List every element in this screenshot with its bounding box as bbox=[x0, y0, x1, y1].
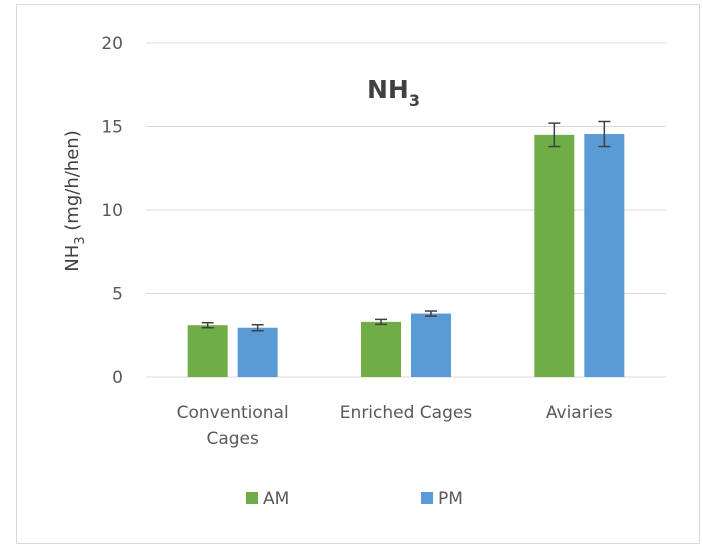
error-bar bbox=[251, 323, 264, 332]
y-axis-label-subscript: 3 bbox=[73, 236, 88, 244]
x-category-label-line: Cages bbox=[206, 429, 259, 449]
chart-title-main: NH bbox=[367, 75, 409, 104]
y-tick-label: 10 bbox=[101, 201, 123, 221]
error-bar bbox=[375, 318, 387, 326]
x-category-label: Enriched Cages bbox=[340, 403, 473, 423]
bar-pm bbox=[237, 327, 278, 377]
x-category-label-line: Aviaries bbox=[546, 403, 613, 423]
y-tick-label: 5 bbox=[112, 285, 123, 305]
error-bars bbox=[201, 120, 611, 332]
y-axis-label: NH3 (mg/h/hen) bbox=[62, 130, 88, 271]
legend-item-am: AM bbox=[246, 489, 289, 509]
error-bar bbox=[548, 122, 561, 148]
x-category-label: Aviaries bbox=[546, 403, 613, 423]
y-axis-label-rest: (mg/h/hen) bbox=[62, 130, 83, 236]
chart-title: NH3 bbox=[367, 75, 420, 110]
bar-pm bbox=[584, 134, 625, 377]
y-tick-label: 0 bbox=[112, 368, 123, 388]
gridlines bbox=[146, 42, 666, 378]
y-tick-labels: 0 5 10 15 20 bbox=[101, 34, 123, 388]
legend-item-pm: PM bbox=[421, 489, 463, 509]
y-tick-label: 15 bbox=[101, 118, 123, 138]
bar-am bbox=[361, 321, 401, 377]
bars bbox=[187, 134, 625, 377]
legend-swatch bbox=[246, 492, 258, 504]
bar-am bbox=[534, 134, 575, 377]
y-tick-label: 20 bbox=[101, 34, 123, 54]
x-category-labels: Conventional Cages Enriched Cages Aviaries bbox=[177, 403, 613, 449]
error-bar bbox=[598, 120, 611, 148]
error-bar bbox=[425, 310, 437, 317]
legend-label: AM bbox=[263, 489, 289, 509]
chart-title-subscript: 3 bbox=[409, 91, 420, 110]
x-category-label: Conventional Cages bbox=[177, 403, 289, 449]
bar-pm bbox=[411, 313, 451, 377]
legend-swatch bbox=[421, 492, 433, 504]
y-axis-label-main: NH bbox=[62, 245, 83, 272]
bar-am bbox=[187, 325, 228, 377]
legend: AM PM bbox=[246, 489, 463, 509]
x-category-label-line: Enriched Cages bbox=[340, 403, 473, 423]
error-bar bbox=[201, 321, 214, 329]
legend-label: PM bbox=[438, 489, 463, 509]
x-category-label-line: Conventional bbox=[177, 403, 289, 423]
